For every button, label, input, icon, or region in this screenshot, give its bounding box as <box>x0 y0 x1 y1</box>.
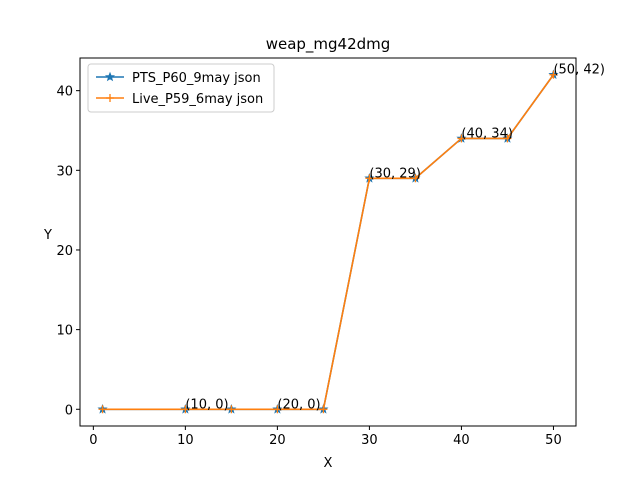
x-tick-label: 10 <box>177 433 194 448</box>
y-axis-label: Y <box>43 228 52 243</box>
data-annotation: (50, 42) <box>553 63 605 78</box>
legend: PTS_P60_9may json Live_P59_6may json <box>88 64 274 112</box>
y-tick-label: 10 <box>56 324 73 339</box>
x-tick-label: 50 <box>545 433 562 448</box>
data-annotation: (20, 0) <box>277 397 320 412</box>
legend-label: Live_P59_6may json <box>132 92 263 107</box>
y-tick-label: 20 <box>56 244 73 259</box>
data-annotation: (10, 0) <box>185 397 228 412</box>
x-tick-label: 0 <box>89 433 97 448</box>
data-annotation: (30, 29) <box>369 166 421 181</box>
x-tick-label: 30 <box>361 433 378 448</box>
x-axis-label: X <box>324 456 333 471</box>
chart-title: weap_mg42dmg <box>266 35 391 54</box>
x-tick-label: 20 <box>269 433 286 448</box>
x-tick-label: 40 <box>453 433 470 448</box>
y-tick-label: 40 <box>56 85 73 100</box>
y-tick-label: 30 <box>56 164 73 179</box>
data-annotation: (40, 34) <box>461 126 512 141</box>
legend-label: PTS_P60_9may json <box>132 71 261 86</box>
y-tick-label: 0 <box>65 403 73 418</box>
